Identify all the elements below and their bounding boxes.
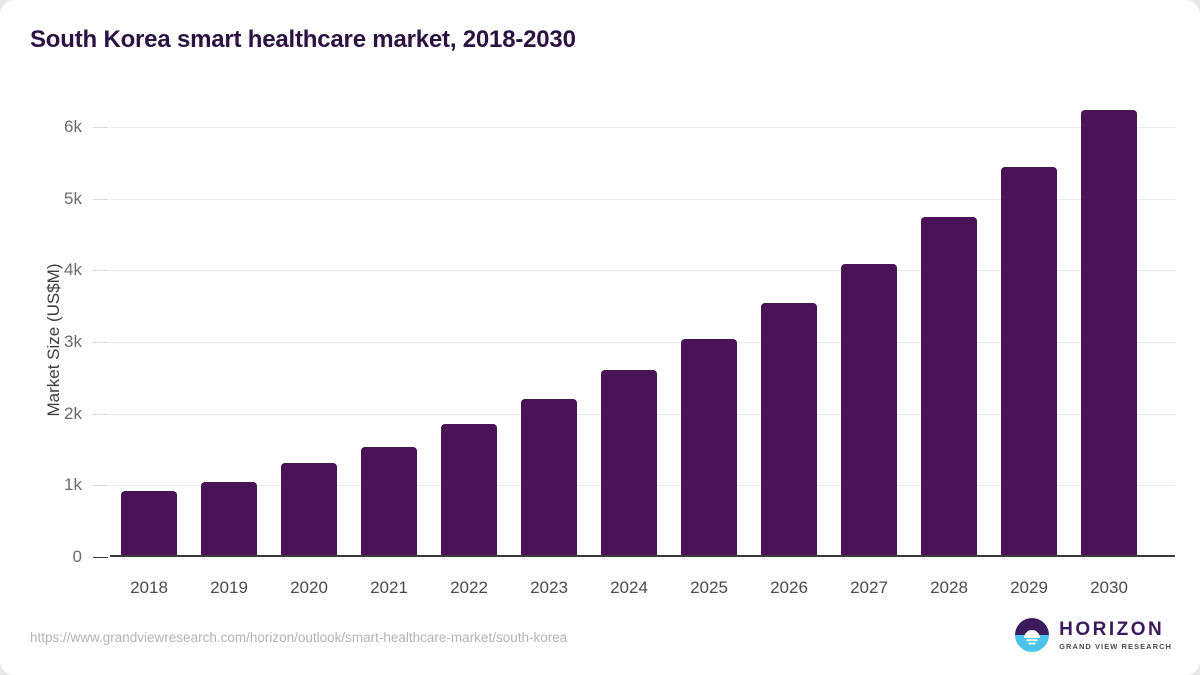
bar-group[interactable] bbox=[201, 110, 257, 555]
x-axis-tick-label: 2029 bbox=[1010, 578, 1048, 597]
bar-series bbox=[110, 109, 1175, 555]
y-axis-tick-mark bbox=[93, 270, 108, 272]
bar-group[interactable] bbox=[281, 110, 337, 555]
bar-2027[interactable] bbox=[841, 264, 897, 555]
bar-group[interactable] bbox=[761, 110, 817, 555]
bar-2029[interactable] bbox=[1001, 166, 1057, 555]
bar-2030[interactable] bbox=[1081, 109, 1137, 555]
page-title: South Korea smart healthcare market, 201… bbox=[30, 26, 576, 53]
bar-group[interactable] bbox=[921, 110, 977, 555]
bar-group[interactable] bbox=[681, 110, 737, 555]
plot-area bbox=[110, 109, 1175, 557]
y-axis-tick-mark bbox=[93, 198, 108, 200]
y-axis-tick-mark bbox=[93, 485, 108, 487]
bar-group[interactable] bbox=[1081, 109, 1137, 555]
bar-2023[interactable] bbox=[521, 399, 577, 555]
brand-subtitle: GRAND VIEW RESEARCH bbox=[1059, 641, 1172, 651]
x-axis-tick-label: 2027 bbox=[850, 578, 888, 597]
brand-logo: HORIZON GRAND VIEW RESEARCH bbox=[1014, 617, 1172, 653]
brand-name: HORIZON bbox=[1059, 618, 1165, 640]
bar-2019[interactable] bbox=[201, 481, 257, 555]
y-axis-tick-label: 1k bbox=[64, 475, 82, 495]
bar-group[interactable] bbox=[441, 110, 497, 555]
y-axis-tick-label: 3k bbox=[64, 332, 82, 351]
x-axis-tick-label: 2023 bbox=[530, 578, 568, 597]
bar-2024[interactable] bbox=[601, 370, 657, 555]
x-axis-tick-label: 2022 bbox=[450, 578, 488, 597]
bar-group[interactable] bbox=[601, 110, 657, 555]
x-axis-tick-label: 2019 bbox=[210, 578, 248, 597]
x-axis-tick-label: 2024 bbox=[610, 578, 648, 597]
bar-2028[interactable] bbox=[921, 217, 977, 555]
y-axis-tick-label: 6k bbox=[64, 117, 82, 136]
bar-group[interactable] bbox=[521, 110, 577, 555]
y-axis-tick-label: 5k bbox=[64, 188, 82, 208]
gridline bbox=[110, 342, 1175, 343]
x-axis-tick-label: 2030 bbox=[1090, 578, 1128, 597]
y-axis-tick-mark bbox=[93, 557, 108, 558]
horizon-logo-icon bbox=[1015, 618, 1050, 652]
x-axis-line bbox=[110, 555, 1175, 557]
y-axis-tick-label: 4k bbox=[64, 260, 82, 280]
gridline bbox=[110, 198, 1175, 200]
gridline bbox=[110, 270, 1175, 272]
x-axis-tick-label: 2021 bbox=[370, 578, 408, 597]
x-axis-tick-label: 2026 bbox=[770, 578, 808, 597]
bar-2026[interactable] bbox=[761, 303, 817, 555]
source-url-text: https://www.grandviewresearch.com/horizo… bbox=[30, 630, 568, 645]
y-axis-tick-label: 2k bbox=[64, 403, 82, 423]
bar-2025[interactable] bbox=[681, 339, 737, 555]
y-axis-tick-label: 0 bbox=[72, 547, 82, 566]
bar-group[interactable] bbox=[1001, 110, 1057, 555]
x-axis-tick-label: 2028 bbox=[930, 578, 968, 597]
bar-2021[interactable] bbox=[361, 446, 417, 555]
x-axis-tick-label: 2020 bbox=[290, 578, 328, 597]
y-axis-tick-mark bbox=[93, 127, 108, 128]
x-axis-tick-label: 2025 bbox=[690, 578, 728, 597]
x-axis-tick-label: 2018 bbox=[130, 578, 168, 597]
bar-2020[interactable] bbox=[281, 462, 337, 555]
bar-group[interactable] bbox=[841, 110, 897, 555]
brand-text: HORIZON GRAND VIEW RESEARCH bbox=[1059, 620, 1172, 651]
gridline bbox=[110, 127, 1175, 128]
y-axis-tick-mark bbox=[93, 342, 108, 343]
bar-2022[interactable] bbox=[441, 423, 497, 555]
bar-2018[interactable] bbox=[121, 491, 177, 555]
y-axis-tick-mark bbox=[93, 413, 108, 415]
bar-group[interactable] bbox=[121, 110, 177, 555]
bar-group[interactable] bbox=[361, 110, 417, 555]
